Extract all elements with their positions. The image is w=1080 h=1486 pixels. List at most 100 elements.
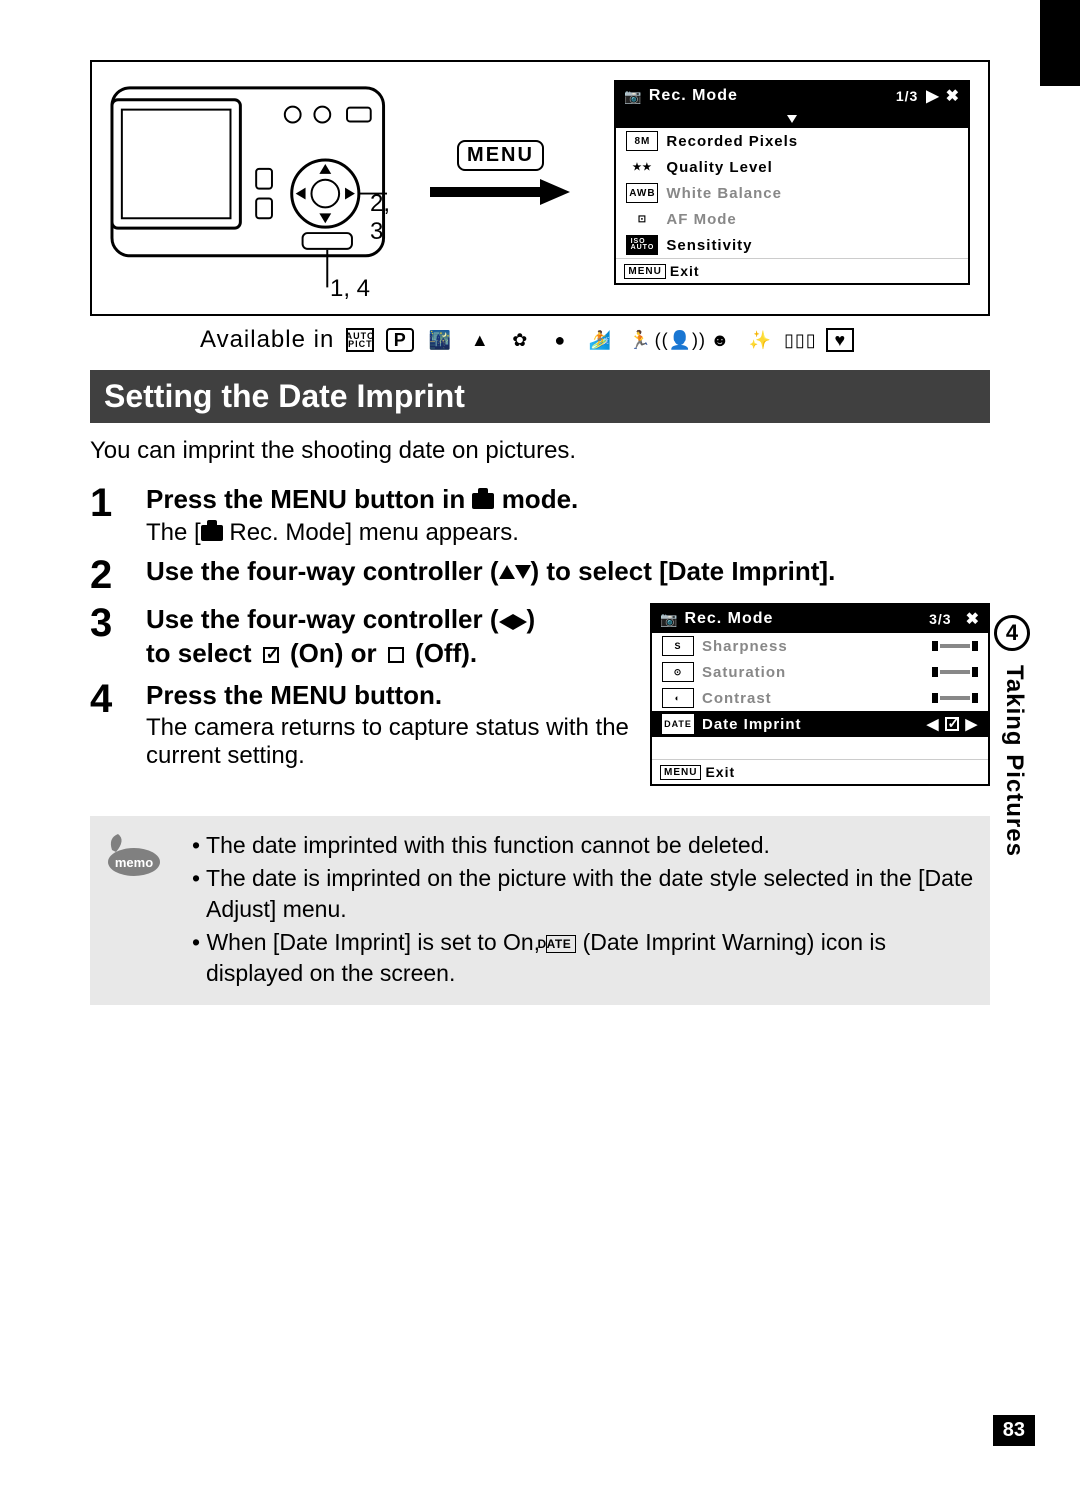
menu2-row: ◐ Contrast bbox=[652, 685, 988, 711]
mode-icons-row: AUTOPICT P 🌃 ▲ ✿ ● 🏄 🏃 ((👤)) ☻ ✨ ▯▯▯ ♥ bbox=[346, 328, 854, 352]
step-2-num: 2 bbox=[90, 555, 146, 595]
menu-row-icon: S bbox=[662, 636, 694, 656]
menu2-exit-label: Exit bbox=[705, 764, 735, 780]
camera-mode-icon bbox=[472, 493, 494, 509]
memo-block: memo The date imprinted with this functi… bbox=[90, 816, 990, 1005]
memo-item: The date imprinted with this function ca… bbox=[192, 830, 974, 861]
menu-row-label: AF Mode bbox=[666, 211, 736, 228]
menu-row-icon: AWB bbox=[626, 183, 658, 203]
triangle-up-icon bbox=[499, 565, 515, 579]
menu1-exit-label: Exit bbox=[670, 263, 700, 279]
menu-row-icon: ◐ bbox=[662, 688, 694, 708]
menu1-title: Rec. Mode bbox=[649, 87, 738, 105]
triangle-left-icon bbox=[499, 614, 513, 630]
camera-icon-2: 📷 bbox=[660, 611, 678, 628]
slider-icon bbox=[932, 693, 978, 703]
tools-icon-2: ✖ bbox=[966, 609, 980, 629]
camera-back-drawing-svg bbox=[110, 80, 387, 297]
available-in-label: Available in bbox=[200, 326, 334, 354]
mode-p-icon: P bbox=[386, 328, 414, 352]
memo-icon-svg: memo bbox=[106, 830, 162, 878]
menu2-exit-pill: MENU bbox=[660, 765, 701, 780]
menu-pill-label: MENU bbox=[457, 140, 544, 171]
mode-soft-icon: ✨ bbox=[746, 328, 774, 352]
step-1-num: 1 bbox=[90, 483, 146, 547]
menu-row-icon: ⊙ bbox=[662, 662, 694, 682]
mode-frame-icon: ♥ bbox=[826, 328, 854, 352]
menu-row-icon: ISOAUTO bbox=[626, 235, 658, 255]
mode-face-icon: ☻ bbox=[706, 328, 734, 352]
mode-flower-icon: ✿ bbox=[506, 328, 534, 352]
checkbox-on-icon bbox=[263, 647, 279, 663]
menu-row-icon: ⊡ bbox=[626, 209, 658, 229]
menu-row-icon: ★★ bbox=[626, 157, 658, 177]
diagram-container: 2, 3 1, 4 MENU 📷 Rec. Mode 1/3 ▶ ✖ 8M Rec… bbox=[90, 60, 990, 316]
menu1-exit-pill: MENU bbox=[624, 264, 665, 279]
checkbox-off-icon bbox=[388, 647, 404, 663]
mode-auto-pict-icon: AUTOPICT bbox=[346, 328, 374, 352]
menu1-row: ISOAUTO Sensitivity bbox=[616, 232, 968, 258]
menu1-row: 8M Recorded Pixels bbox=[616, 128, 968, 154]
memo-list: The date imprinted with this function ca… bbox=[176, 830, 974, 991]
menu-screen-1: 📷 Rec. Mode 1/3 ▶ ✖ 8M Recorded Pixels ★★ Q… bbox=[614, 80, 970, 285]
mode-surf-icon: 🏄 bbox=[586, 328, 614, 352]
memo-item: When [Date Imprint] is set to On, DATE (… bbox=[192, 927, 974, 989]
menu2-footer: MENU Exit bbox=[652, 759, 988, 784]
date-imprint-warning-icon: DATE bbox=[546, 935, 576, 953]
menu1-header: 📷 Rec. Mode 1/3 ▶ ✖ bbox=[616, 82, 968, 110]
menu-row-label: White Balance bbox=[666, 185, 782, 202]
step-2: 2 Use the four-way controller () to sele… bbox=[90, 555, 990, 595]
menu2-row: ⊙ Saturation bbox=[652, 659, 988, 685]
menu1-row: ⊡ AF Mode bbox=[616, 206, 968, 232]
step-3-num: 3 bbox=[90, 603, 146, 671]
callout-2-3: 2, 3 bbox=[370, 190, 390, 246]
mode-panorama-icon: ▯▯▯ bbox=[786, 328, 814, 352]
checkbox-value: ◀ ▶ bbox=[927, 715, 978, 733]
camera-illustration: 2, 3 1, 4 bbox=[110, 80, 387, 302]
menu1-triangle-right: ▶ bbox=[926, 86, 939, 106]
menu2-page-indicator: 3/3 bbox=[929, 611, 951, 627]
step-4: 4 Press the MENU button. The camera retu… bbox=[90, 679, 630, 771]
menu2-row: SSharpness bbox=[652, 633, 988, 659]
step-1: 1 Press the MENU button in mode. The [ R… bbox=[90, 483, 990, 547]
menu2-title: Rec. Mode bbox=[684, 610, 773, 628]
mode-sport-icon: 🏃 bbox=[626, 328, 654, 352]
step-4-num: 4 bbox=[90, 679, 146, 771]
menu-row-label: Recorded Pixels bbox=[666, 133, 798, 150]
menu-screen-2: 📷 Rec. Mode 3/3 ✖ SSharpness ⊙ Saturation ◐… bbox=[650, 603, 990, 786]
menu-row-icon: DATE bbox=[662, 714, 694, 734]
menu1-footer: MENU Exit bbox=[616, 258, 968, 283]
mode-landscape-icon: ▲ bbox=[466, 328, 494, 352]
slider-icon bbox=[932, 667, 978, 677]
step-4-sub: The camera returns to capture status wit… bbox=[146, 714, 630, 770]
menu-row-label: Saturation bbox=[702, 664, 786, 681]
chevron-down-icon bbox=[787, 115, 797, 123]
tools-icon: ✖ bbox=[946, 86, 960, 106]
available-in-line: Available in AUTOPICT P 🌃 ▲ ✿ ● 🏄 🏃 ((👤)… bbox=[200, 326, 990, 354]
memo-item: The date is imprinted on the picture wit… bbox=[192, 863, 974, 925]
step-4-title: Press the MENU button. bbox=[146, 679, 630, 713]
menu-row-label: Quality Level bbox=[666, 159, 772, 176]
section-heading: Setting the Date Imprint bbox=[90, 370, 990, 423]
memo-icon: memo bbox=[106, 830, 162, 883]
menu1-row: AWB White Balance bbox=[616, 180, 968, 206]
step-2-title: Use the four-way controller () to select… bbox=[146, 555, 990, 589]
menu-arrow-group: MENU bbox=[417, 80, 585, 205]
svg-text:memo: memo bbox=[115, 855, 153, 870]
menu1-row: ★★ Quality Level bbox=[616, 154, 968, 180]
menu-row-label: Sensitivity bbox=[666, 237, 752, 254]
triangle-down-icon bbox=[515, 565, 531, 579]
menu-row-icon: 8M bbox=[626, 131, 658, 151]
step-3: 3 Use the four-way controller () to sele… bbox=[90, 603, 630, 671]
callout-1-4: 1, 4 bbox=[330, 275, 370, 303]
arrow-right-icon bbox=[430, 179, 570, 205]
step-3-title: Use the four-way controller () to select… bbox=[146, 603, 630, 671]
menu-row-label: Contrast bbox=[702, 690, 772, 707]
page-number: 83 bbox=[993, 1415, 1035, 1446]
camera-icon: 📷 bbox=[624, 88, 642, 105]
step-1-title: Press the MENU button in mode. bbox=[146, 483, 990, 517]
slider-icon bbox=[932, 641, 978, 651]
triangle-right-icon bbox=[513, 614, 527, 630]
menu-row-label: Date Imprint bbox=[702, 716, 802, 733]
mode-kids-icon: ((👤)) bbox=[666, 328, 694, 352]
